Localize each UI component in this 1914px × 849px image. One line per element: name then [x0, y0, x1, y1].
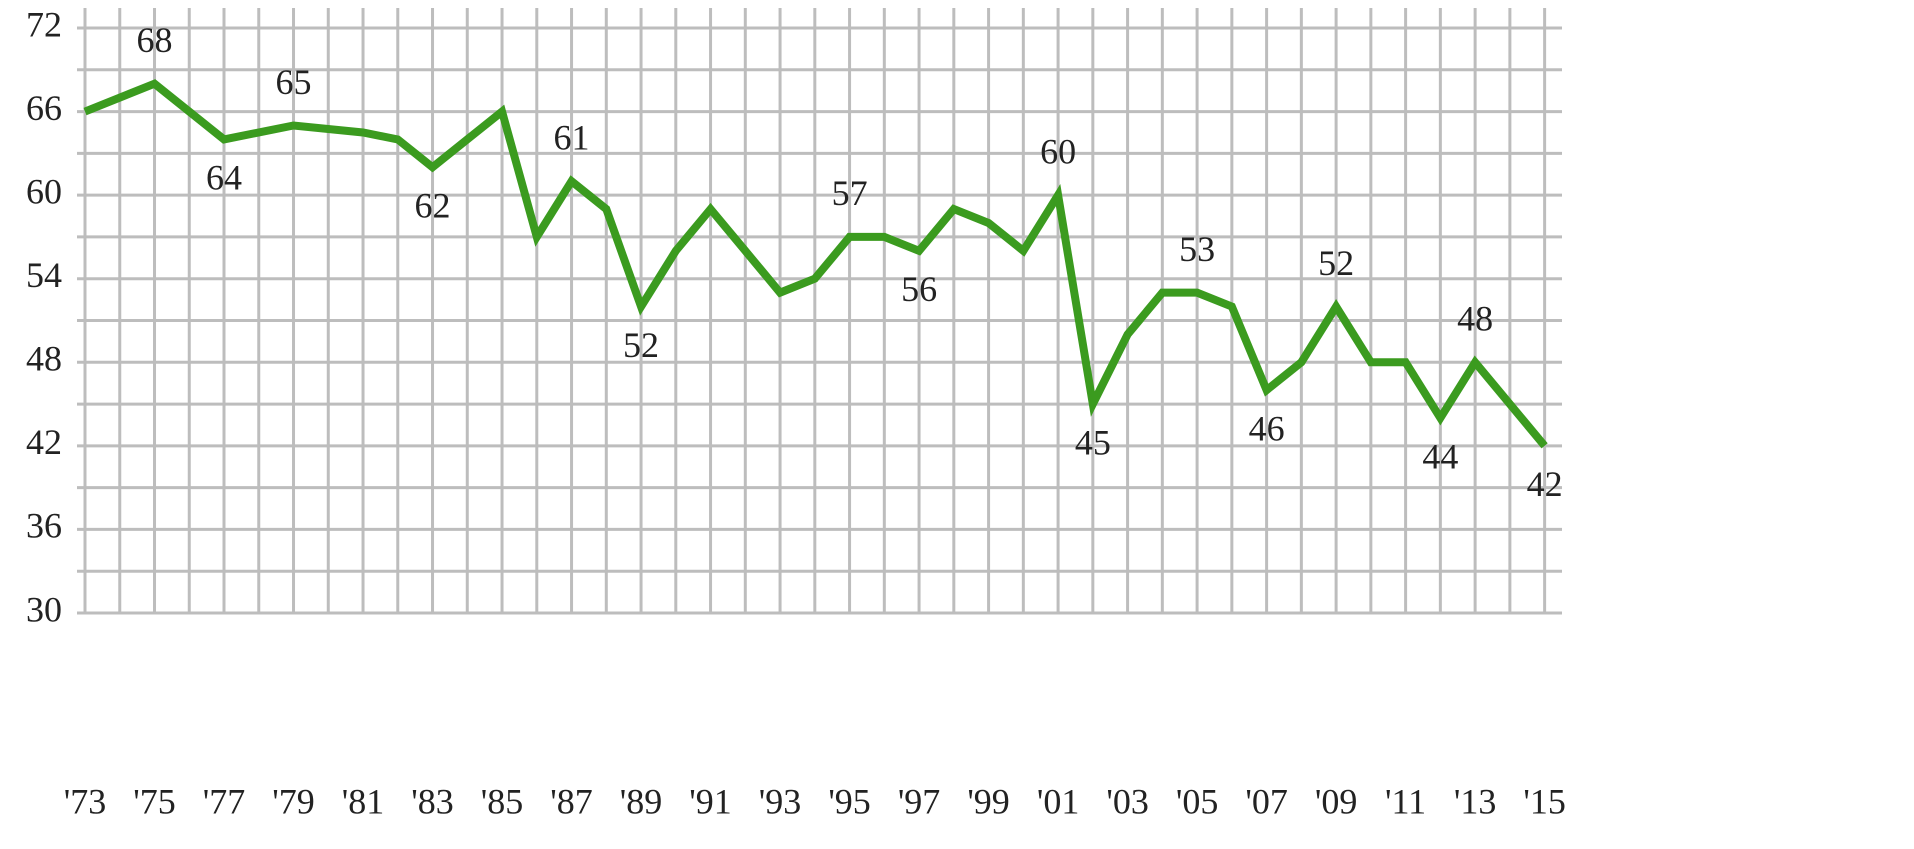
x-tick-label: '93 [759, 781, 802, 821]
y-tick-label: 54 [26, 255, 62, 295]
data-label: 48 [1457, 299, 1493, 339]
x-tick-label: '15 [1523, 781, 1566, 821]
data-label: 42 [1527, 464, 1563, 504]
y-tick-label: 30 [26, 589, 62, 629]
x-tick-label: '97 [898, 781, 941, 821]
x-tick-label: '13 [1454, 781, 1497, 821]
y-tick-label: 42 [26, 422, 62, 462]
data-label: 52 [1318, 243, 1354, 283]
x-tick-label: '11 [1385, 781, 1426, 821]
x-tick-label: '91 [689, 781, 732, 821]
x-tick-label: '87 [550, 781, 593, 821]
data-label: 62 [415, 186, 451, 226]
x-tick-label: '83 [411, 781, 454, 821]
data-label: 53 [1179, 229, 1215, 269]
y-tick-label: 66 [26, 88, 62, 128]
x-tick-label: '75 [133, 781, 176, 821]
y-tick-label: 72 [26, 4, 62, 44]
x-tick-label: '95 [828, 781, 871, 821]
data-label: 52 [623, 325, 659, 365]
data-label: 64 [206, 158, 242, 198]
data-label: 44 [1422, 436, 1458, 476]
x-tick-label: '89 [620, 781, 663, 821]
y-tick-label: 60 [26, 171, 62, 211]
data-line [83, 79, 1548, 449]
y-tick-label: 48 [26, 339, 62, 379]
data-label: 57 [832, 173, 868, 213]
data-label: 65 [276, 62, 312, 102]
data-label: 56 [901, 269, 937, 309]
x-tick-label: '77 [203, 781, 246, 821]
x-tick-label: '09 [1315, 781, 1358, 821]
data-label: 61 [554, 117, 590, 157]
x-tick-label: '79 [272, 781, 315, 821]
data-label: 68 [137, 20, 173, 60]
x-tick-label: '05 [1176, 781, 1219, 821]
x-tick-label: '03 [1106, 781, 1149, 821]
y-tick-label: 36 [26, 506, 62, 546]
data-label: 45 [1075, 422, 1111, 462]
data-label: 46 [1249, 408, 1285, 448]
x-tick-label: '85 [481, 781, 524, 821]
x-tick-label: '73 [64, 781, 107, 821]
x-tick-label: '99 [967, 781, 1010, 821]
data-label: 60 [1040, 131, 1076, 171]
x-tick-label: '81 [342, 781, 385, 821]
x-tick-label: '07 [1245, 781, 1288, 821]
x-tick-label: '01 [1037, 781, 1080, 821]
